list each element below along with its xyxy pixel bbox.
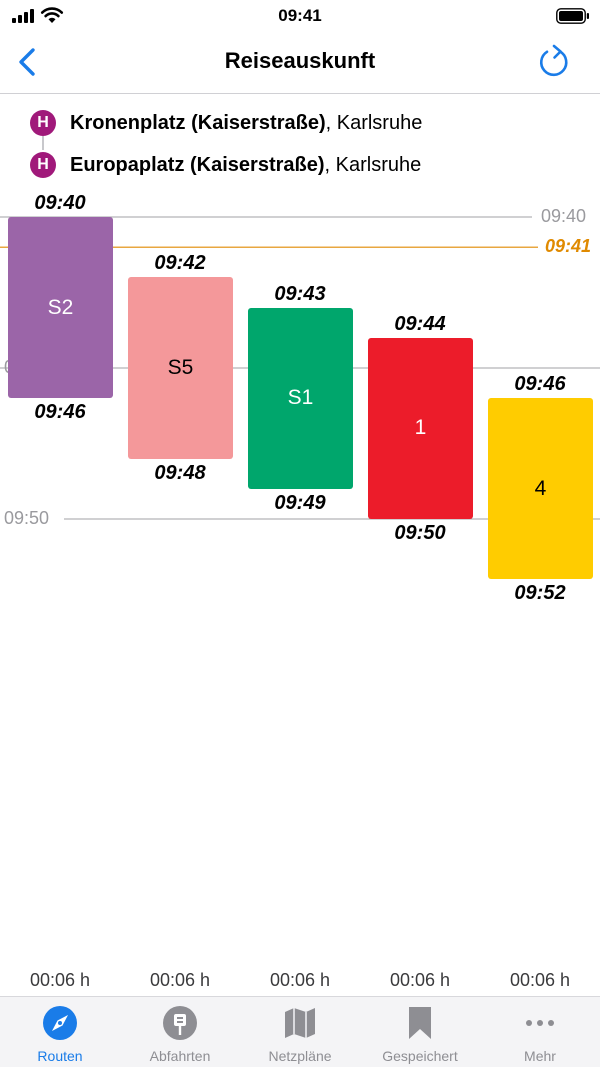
destination-stop[interactable]: H Europaplatz (Kaiserstraße) , Karlsruhe <box>30 150 421 180</box>
navigation-bar: Reiseauskunft <box>0 32 600 94</box>
time-label-0950: 09:50 <box>4 508 50 528</box>
duration-label: 00:06 h <box>269 970 331 990</box>
time-label-0940: 09:40 <box>541 206 587 226</box>
arrival-time: 09:46 <box>34 401 86 424</box>
leg-bar-1[interactable]: 1 <box>368 337 473 519</box>
tab-label: Netzpläne <box>268 1048 332 1064</box>
status-time: 09:41 <box>278 6 322 25</box>
departure-time: 09:46 <box>514 373 566 396</box>
stop-connector-line <box>42 136 44 150</box>
tab-bar: Routen Abfahrten Netzpläne Gespeichert Mehr <box>0 996 600 1067</box>
tab-label: Abfahrten <box>149 1048 211 1064</box>
battery-icon <box>556 8 589 24</box>
tab-label: Mehr <box>524 1048 556 1064</box>
compass-icon <box>43 1006 77 1040</box>
chevron-left-icon[interactable] <box>10 44 46 80</box>
departure-time: 09:40 <box>34 192 86 214</box>
bookmark-icon <box>409 1007 431 1039</box>
tab-abfahrten[interactable]: Abfahrten <box>120 997 240 1067</box>
refresh-icon[interactable] <box>534 42 574 82</box>
origin-stop-name: Kronenplatz (Kaiserstraße) <box>70 111 326 134</box>
origin-stop[interactable]: H Kronenplatz (Kaiserstraße) , Karlsruhe <box>30 108 422 138</box>
stop-h-icon: H <box>30 110 56 136</box>
arrival-time: 09:48 <box>154 461 206 484</box>
current-time-label: 09:41 <box>545 236 592 257</box>
departure-time: 09:42 <box>154 252 206 275</box>
status-bar: 09:41 <box>0 0 600 32</box>
departures-sign-icon <box>163 1006 197 1040</box>
destination-stop-name: Europaplatz (Kaiserstraße) <box>70 153 325 176</box>
origin-stop-city: , Karlsruhe <box>325 111 423 134</box>
tab-netzpläne[interactable]: Netzpläne <box>240 997 360 1067</box>
route-header: H Kronenplatz (Kaiserstraße) , Karlsruhe… <box>0 94 600 190</box>
leg-bar-s2[interactable]: S2 <box>8 217 113 399</box>
leg-bar-4[interactable]: 4 <box>488 398 593 580</box>
tab-routen[interactable]: Routen <box>0 997 120 1067</box>
cellular-signal-icon <box>12 9 36 23</box>
page-title: Reiseauskunft <box>224 48 376 73</box>
leg-bar-s5[interactable]: S5 <box>128 277 233 459</box>
arrival-time: 09:52 <box>514 582 566 605</box>
duration-label: 00:06 h <box>29 970 91 990</box>
duration-label: 00:06 h <box>389 970 451 990</box>
tab-gespeichert[interactable]: Gespeichert <box>360 997 480 1067</box>
arrival-time: 09:50 <box>394 522 446 544</box>
departure-time: 09:43 <box>274 282 326 305</box>
map-icon <box>285 1008 315 1038</box>
destination-stop-city: , Karlsruhe <box>324 153 422 176</box>
tab-label: Gespeichert <box>382 1048 458 1064</box>
tab-label: Routen <box>37 1048 83 1064</box>
arrival-time: 09:49 <box>274 491 326 514</box>
wifi-icon <box>40 7 64 23</box>
departure-time: 09:44 <box>394 312 446 335</box>
stop-h-icon: H <box>30 152 56 178</box>
tab-mehr[interactable]: Mehr <box>480 997 600 1067</box>
leg-bar-s1[interactable]: S1 <box>248 307 353 489</box>
more-dots-icon <box>526 1020 554 1026</box>
duration-label: 00:06 h <box>509 970 571 990</box>
duration-label: 00:06 h <box>149 970 211 990</box>
